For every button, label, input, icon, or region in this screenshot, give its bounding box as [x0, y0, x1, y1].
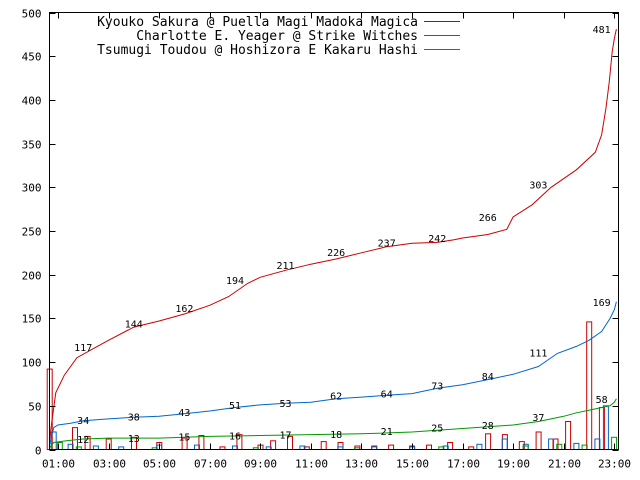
x-tick-label: 09:00 — [244, 458, 277, 471]
data-label: 43 — [178, 408, 190, 419]
x-tick-label: 03:00 — [93, 458, 126, 471]
bar-1 — [92, 445, 99, 450]
x-tick-label: 07:00 — [194, 458, 227, 471]
y-tick-label: 100 — [22, 357, 42, 370]
x-tick-label: 21:00 — [548, 458, 581, 471]
bar-1 — [573, 442, 580, 450]
data-label: 62 — [330, 391, 342, 402]
series-line-1 — [49, 301, 617, 446]
data-label: 37 — [532, 413, 544, 424]
data-label: 242 — [428, 234, 446, 245]
plot-frame — [49, 12, 619, 450]
lines-layer — [49, 28, 617, 449]
bar-1 — [476, 443, 483, 450]
data-label: 211 — [276, 261, 294, 272]
data-label: 21 — [381, 427, 393, 438]
bar-0 — [320, 441, 327, 451]
data-label: 481 — [593, 25, 611, 36]
legend-label: Tsumugi Toudou @ Hoshizora E Kakaru Hash… — [97, 43, 418, 58]
y-tick-label: 200 — [22, 270, 42, 283]
bar-0 — [426, 444, 432, 451]
y-tick-label: 350 — [22, 139, 42, 152]
data-label: 169 — [593, 298, 611, 309]
legend-label: Kyouko Sakura @ Puella Magi Madoka Magic… — [97, 15, 418, 30]
series-line-2 — [49, 398, 617, 449]
series-line-0 — [49, 28, 617, 441]
bar-0 — [388, 444, 395, 451]
legend-label: Charlotte E. Yeager @ Strike Witches — [136, 29, 418, 44]
data-label: 117 — [74, 343, 92, 354]
data-label: 28 — [482, 421, 494, 432]
data-label: 111 — [529, 349, 547, 360]
data-label: 53 — [279, 399, 291, 410]
y-tick-label: 450 — [22, 51, 42, 64]
axes-layer: 0 50 100 150 200 250 300 350 400 450 500 01:00 03:00… — [22, 8, 631, 471]
data-label: 25 — [431, 424, 443, 435]
data-label: 13 — [128, 434, 140, 445]
data-label: 144 — [125, 320, 143, 331]
data-label: 58 — [596, 395, 608, 406]
y-tick-label: 400 — [22, 95, 42, 108]
bar-0 — [105, 438, 112, 450]
x-tick-label: 19:00 — [497, 458, 530, 471]
data-label: 34 — [77, 416, 89, 427]
legend: Kyouko Sakura @ Puella Magi Madoka Magic… — [97, 15, 460, 58]
x-tick-label: 23:00 — [598, 458, 631, 471]
x-tick-label: 13:00 — [345, 458, 378, 471]
data-label: 16 — [229, 432, 241, 443]
data-label: 194 — [226, 276, 244, 287]
bar-0 — [565, 421, 572, 450]
y-tick-label: 150 — [22, 313, 42, 326]
y-tick-label: 300 — [22, 182, 42, 195]
y-tick-label: 50 — [28, 401, 41, 414]
data-label: 162 — [175, 304, 193, 315]
x-tick-label: 17:00 — [447, 458, 480, 471]
data-label: 51 — [229, 401, 241, 412]
y-tick-label: 500 — [22, 8, 42, 21]
data-labels-layer: 117 144 162 194 211 226 237 242 266 303 481 34 38 43 5… — [74, 25, 610, 446]
data-label: 226 — [327, 248, 345, 259]
bar-1 — [501, 438, 508, 450]
data-label: 237 — [378, 238, 396, 249]
data-label: 18 — [330, 430, 342, 441]
data-label: 84 — [482, 372, 494, 383]
bar-0 — [535, 431, 542, 450]
x-tick-label: 05:00 — [143, 458, 176, 471]
y-tick-label: 0 — [35, 445, 42, 458]
data-label: 303 — [529, 181, 547, 192]
bar-0 — [337, 442, 344, 450]
x-tick-label: 01:00 — [42, 458, 75, 471]
data-label: 12 — [77, 435, 89, 446]
y-tick-label: 250 — [22, 226, 42, 239]
x-tick-label: 11:00 — [295, 458, 328, 471]
x-tick-label: 15:00 — [396, 458, 429, 471]
data-label: 17 — [279, 431, 291, 442]
data-label: 266 — [479, 213, 497, 224]
data-label: 64 — [381, 390, 393, 401]
data-label: 73 — [431, 382, 443, 393]
data-label: 38 — [128, 412, 140, 423]
data-label: 15 — [178, 432, 190, 443]
bar-0 — [485, 433, 492, 450]
bar-0 — [501, 434, 508, 451]
